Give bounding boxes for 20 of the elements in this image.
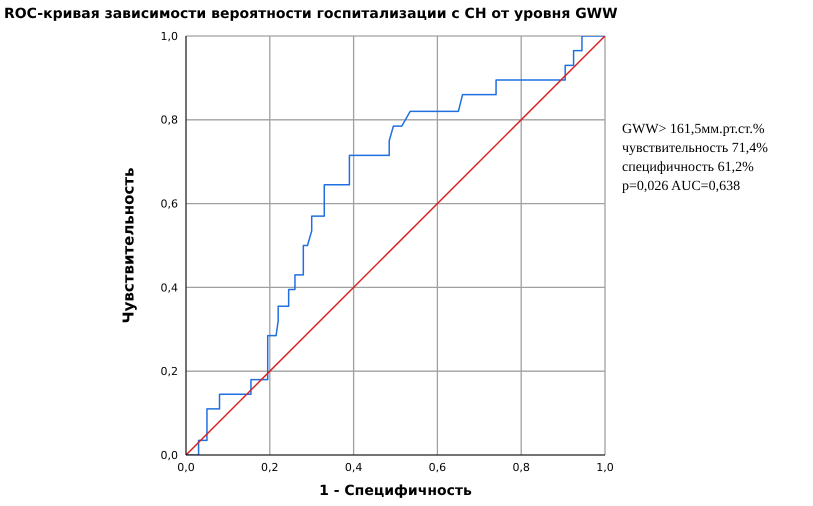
x-axis-title: 1 - Специфичность <box>319 483 472 499</box>
chart-title: ROC-кривая зависимости вероятности госпитализации с СН от уровня GWW <box>4 6 618 22</box>
text: p=0,026 AUC=0,638 <box>622 178 742 196</box>
y-tick-label: 1,0 <box>160 30 178 43</box>
y-tick-label: 0,8 <box>160 114 178 127</box>
y-axis-title: Чувствительность <box>119 167 138 324</box>
y-tick-label: 0,2 <box>160 365 178 378</box>
x-tick-label: 0,2 <box>261 460 279 474</box>
x-tick-label: 0,6 <box>428 460 446 474</box>
y-tick-label: 0,6 <box>160 198 178 211</box>
text: специфичность 61,2% <box>622 159 755 177</box>
text: GWW> 161,5мм.рт.ст.% <box>622 121 766 139</box>
y-tick-label: 0,4 <box>160 281 178 294</box>
x-tick-label: 1,0 <box>596 460 614 474</box>
line-series <box>186 36 605 455</box>
x-tick-label: 0,8 <box>512 460 530 474</box>
x-tick-label: 0,4 <box>344 460 362 474</box>
x-tick-label: 0,0 <box>177 460 195 474</box>
y-tick-label: 0,0 <box>160 448 178 462</box>
text: чувствительность 71,4% <box>622 140 768 158</box>
